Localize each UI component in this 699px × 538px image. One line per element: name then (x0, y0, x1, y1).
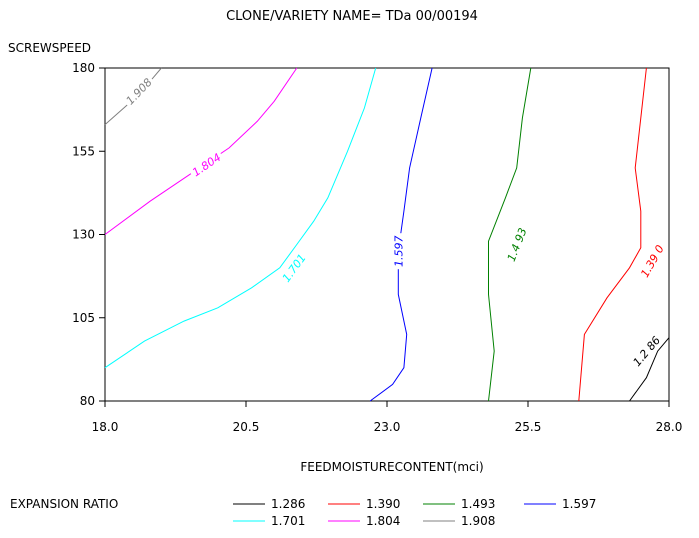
x-tick-label: 25.5 (515, 420, 542, 434)
y-tick-label: 80 (80, 394, 95, 408)
contour-label-gap (121, 74, 156, 109)
contour-line-1.286 (629, 337, 670, 402)
y-tick-label: 180 (72, 61, 95, 75)
legend-label-1.390: 1.390 (366, 497, 400, 511)
contour-label-gap (630, 333, 663, 369)
legend-label-1.493: 1.493 (461, 497, 495, 511)
contour-label-1.597: 1.597 (392, 235, 405, 267)
contour-label-1.804: 1.804 (190, 151, 223, 179)
contour-label-1.493: 1.4 93 (505, 226, 530, 263)
x-tick-label: 20.5 (233, 420, 260, 434)
x-axis-ticks: 18.0 20.5 23.0 25.5 28.0 (92, 401, 683, 434)
contour-label-gap (392, 233, 405, 270)
contour-line-1.390 (578, 67, 647, 402)
y-tick-label: 130 (72, 228, 95, 242)
x-axis-title: FEEDMOISTURECONTENT(mci) (300, 460, 483, 474)
contour-lines (104, 67, 670, 402)
contour-label-gap (278, 249, 310, 286)
contour-label-1.701: 1.701 (280, 252, 309, 285)
x-tick-label: 18.0 (92, 420, 119, 434)
contour-label-gap (504, 225, 529, 264)
y-tick-label: 105 (72, 311, 95, 325)
contour-label-gap (638, 242, 667, 280)
legend-label-1.701: 1.701 (271, 514, 305, 528)
contour-line-1.493 (488, 67, 532, 402)
y-axis-title: SCREWSPEED (8, 41, 91, 55)
contour-line-1.597 (369, 67, 433, 402)
x-tick-label: 28.0 (656, 420, 683, 434)
y-axis-ticks: 80 105 130 155 180 (72, 61, 105, 408)
legend-label-1.286: 1.286 (271, 497, 305, 511)
contour-label-1.286: 1.2 86 (631, 334, 664, 369)
contour-label-1.908: 1.908 (124, 76, 155, 108)
contour-label-gap (188, 149, 225, 180)
legend-label-1.908: 1.908 (461, 514, 495, 528)
legend-label-1.804: 1.804 (366, 514, 400, 528)
contour-line-1.804 (104, 67, 298, 235)
contour-line-1.701 (104, 67, 377, 369)
x-tick-label: 23.0 (374, 420, 401, 434)
chart-title: CLONE/VARIETY NAME= TDa 00/00194 (226, 9, 478, 24)
legend-title: EXPANSION RATIO (10, 497, 118, 511)
contour-labels: 1.2 86 1.39 0 1.4 93 1.597 1.701 1.804 1.908 (121, 74, 667, 369)
contour-label-1.390: 1.39 0 (638, 243, 667, 280)
legend: 1.286 1.390 1.493 1.597 1.701 1.804 1.908 (233, 497, 596, 528)
y-tick-label: 155 (72, 144, 95, 158)
plot-frame (104, 67, 670, 402)
legend-label-1.597: 1.597 (562, 497, 596, 511)
